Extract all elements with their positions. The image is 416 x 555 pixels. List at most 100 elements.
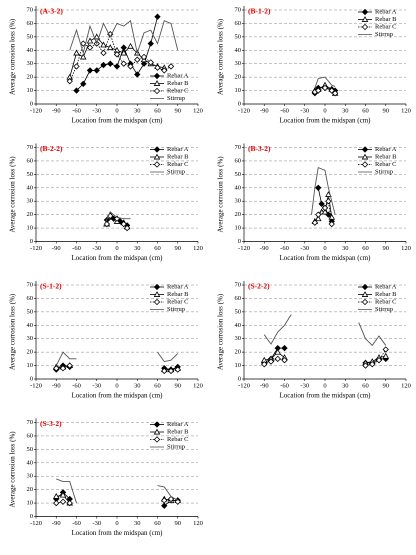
data-point xyxy=(120,49,128,56)
legend-marker xyxy=(361,298,369,306)
data-point xyxy=(93,67,100,74)
x-axis-label: Location from the midspan (cm) xyxy=(72,392,164,400)
x-tick-label: -120 xyxy=(238,382,250,389)
data-point xyxy=(134,71,141,78)
x-tick-label: 120 xyxy=(193,382,203,389)
data-point xyxy=(328,220,335,228)
legend-marker xyxy=(153,72,161,80)
y-tick-label: 10 xyxy=(27,500,34,507)
legend-marker xyxy=(153,421,161,428)
y-tick-label: 40 xyxy=(235,322,242,329)
x-tick-label: -60 xyxy=(280,382,289,389)
panel: 0 10 20 30 40 50 60 70 -120 -90 -60 -30 0 30 60 90 120 Lo… xyxy=(9,143,203,262)
data-point xyxy=(140,60,148,67)
series-line xyxy=(263,314,387,347)
legend-label: Rebar A xyxy=(375,146,397,153)
data-point xyxy=(100,61,107,69)
x-tick-label: -30 xyxy=(92,107,101,114)
data-point xyxy=(328,87,335,94)
x-tick-label: 60 xyxy=(154,107,161,114)
y-tick-label: 0 xyxy=(238,375,241,382)
data-point xyxy=(281,344,288,352)
legend-label: Rebar B xyxy=(167,153,189,160)
x-tick-label: 30 xyxy=(134,520,141,527)
data-point xyxy=(154,13,161,20)
data-point xyxy=(140,53,148,61)
y-tick-label: 50 xyxy=(27,308,34,315)
series-line xyxy=(55,491,178,507)
x-tick-label: 0 xyxy=(323,107,326,114)
legend-marker xyxy=(361,291,369,297)
x-tick-label: 120 xyxy=(401,107,411,114)
y-tick-label: 70 xyxy=(235,144,242,151)
data-point xyxy=(113,63,121,70)
y-tick-label: 20 xyxy=(235,211,242,218)
legend-label: Stirrup xyxy=(167,95,185,102)
legend-marker xyxy=(361,146,369,153)
legend-label: Rebar C xyxy=(167,87,188,94)
legend-marker xyxy=(361,8,369,16)
data-point xyxy=(314,215,322,222)
data-point xyxy=(120,60,127,67)
series-line xyxy=(106,215,128,229)
data-point xyxy=(274,348,282,355)
series-line xyxy=(314,76,336,89)
x-tick-label: -90 xyxy=(52,245,61,252)
title: (B-2-2) xyxy=(40,144,63,153)
legend-label: Rebar A xyxy=(375,283,397,290)
x-tick-label: 30 xyxy=(134,107,141,114)
y-tick-label: 30 xyxy=(235,60,242,67)
y-tick-label: 60 xyxy=(27,20,34,27)
legend-marker xyxy=(361,161,369,168)
y-tick-label: 0 xyxy=(30,238,33,245)
panel: 0 10 20 30 40 50 60 70 -120 -90 -60 -30 0 30 60 90 120 Lo… xyxy=(217,281,411,400)
y-tick-label: 20 xyxy=(27,486,34,493)
legend-marker xyxy=(153,298,161,306)
legend-label: Stirrup xyxy=(167,168,185,175)
x-tick-label: -90 xyxy=(260,245,269,252)
x-tick-label: -30 xyxy=(92,245,101,252)
legend-marker xyxy=(153,146,161,153)
x-axis-label: Location from the midspan (cm) xyxy=(280,392,372,400)
x-tick-label: -90 xyxy=(260,107,269,114)
legend-label: Rebar B xyxy=(167,291,189,298)
data-point xyxy=(261,361,268,368)
data-point xyxy=(66,362,73,369)
data-point xyxy=(59,498,67,505)
x-tick-label: 120 xyxy=(193,520,203,527)
legend-marker xyxy=(153,153,161,160)
data-point xyxy=(86,37,94,44)
data-point xyxy=(52,492,60,499)
data-point xyxy=(315,87,322,94)
series-line xyxy=(103,211,131,227)
legend-marker xyxy=(361,283,369,291)
y-tick-label: 70 xyxy=(27,6,34,13)
legend-label: Rebar A xyxy=(167,421,189,428)
data-point xyxy=(331,90,339,97)
x-tick-label: -120 xyxy=(30,107,42,114)
data-point xyxy=(86,67,94,74)
data-point xyxy=(161,67,168,74)
data-point xyxy=(281,357,288,364)
data-point xyxy=(174,498,181,505)
x-tick-label: -60 xyxy=(72,245,81,252)
legend-marker xyxy=(153,161,161,168)
x-tick-label: 0 xyxy=(115,520,118,527)
x-tick-label: 120 xyxy=(193,245,203,252)
legend-marker xyxy=(361,23,369,31)
data-point xyxy=(147,59,154,66)
x-axis-label: Location from the midspan (cm) xyxy=(72,117,164,125)
x-tick-label: 90 xyxy=(175,382,182,389)
x-tick-label: 60 xyxy=(362,382,369,389)
data-point xyxy=(321,84,329,92)
series-line xyxy=(55,351,179,366)
y-axis-label: Average corrosion loss (%) xyxy=(9,293,17,370)
panel: 0 10 20 30 40 50 60 70 -120 -90 -60 -30 0 30 60 90 120 Lo… xyxy=(9,418,203,537)
legend-marker xyxy=(153,87,161,95)
data-point xyxy=(66,78,73,85)
data-point xyxy=(154,64,161,71)
legend-marker xyxy=(361,298,369,306)
legend-marker xyxy=(153,87,161,95)
y-tick-label: 40 xyxy=(27,322,34,329)
y-tick-label: 40 xyxy=(27,47,34,54)
